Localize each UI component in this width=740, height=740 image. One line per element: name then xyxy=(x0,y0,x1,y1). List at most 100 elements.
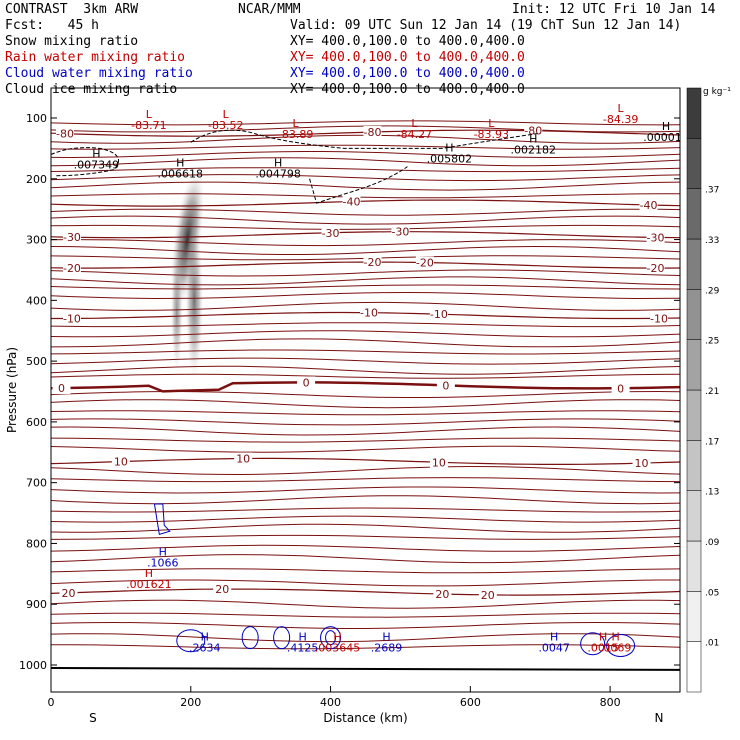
isotherm-label: 0 xyxy=(617,382,624,395)
extrema-value: .0047 xyxy=(538,642,570,655)
colorbar-bin xyxy=(686,238,702,290)
extrema-value: -83.71 xyxy=(131,119,166,132)
x-axis-title: Distance (km) xyxy=(323,711,407,725)
isotherm-line xyxy=(51,599,680,609)
extrema-marker: L xyxy=(146,108,153,121)
extrema-value: -84.39 xyxy=(603,113,638,126)
isotherm-label: 20 xyxy=(215,583,229,596)
colorbar-bin xyxy=(686,87,702,139)
extrema-value: .005802 xyxy=(427,152,473,165)
isotherm-label-bg xyxy=(321,226,340,239)
extrema-value: .2634 xyxy=(189,642,221,655)
isotherm-10 xyxy=(51,457,680,465)
isotherm-m30 xyxy=(51,231,680,239)
extrema-value: .002182 xyxy=(510,143,556,156)
extrema-marker: H xyxy=(145,567,153,580)
isotherm-line xyxy=(51,445,680,453)
colorbar-label: .25 xyxy=(705,337,719,347)
colorbar-bin xyxy=(686,188,702,240)
isotherm-label-bg xyxy=(646,231,665,244)
isotherm-label-bg xyxy=(429,308,448,321)
isotherm-label: 0 xyxy=(303,376,310,389)
isotherm-label-bg xyxy=(646,262,665,275)
isotherm-label: -10 xyxy=(650,312,668,325)
isotherm-line xyxy=(51,208,680,216)
isotherm-label-bg xyxy=(632,457,651,470)
extrema-value: .2689 xyxy=(371,642,403,655)
isotherm-line xyxy=(51,301,680,311)
isotherm-label-bg xyxy=(639,198,658,211)
y-tick-label: 1000 xyxy=(19,659,47,672)
x-tick-label: 400 xyxy=(320,696,341,709)
isotherm-label: 0 xyxy=(58,382,65,395)
isotherm-label-bg xyxy=(433,588,452,601)
isotherm-line xyxy=(51,486,680,494)
colorbar-label: .01 xyxy=(705,639,719,649)
field-name-cloud-water: Cloud water mixing ratio xyxy=(5,66,193,81)
colorbar-bin xyxy=(686,389,702,441)
cloud-ice-contours xyxy=(51,129,541,204)
isotherm-label-bg xyxy=(59,586,78,599)
field-xy-cloud-ice: XY= 400.0,100.0 to 400.0,400.0 xyxy=(290,82,525,97)
extrema-value: -83.52 xyxy=(208,119,243,132)
extrema-value: .007349 xyxy=(74,159,120,172)
field-name-snow: Snow mixing ratio xyxy=(5,34,139,49)
isotherm-line xyxy=(51,544,680,552)
init-time: Init: 12 UTC Fri 10 Jan 14 xyxy=(512,2,716,17)
isotherm-label: -30 xyxy=(391,226,409,239)
isotherm-line xyxy=(51,515,680,523)
isotherm-line xyxy=(51,322,680,328)
field-xy-snow: XY= 400.0,100.0 to 400.0,400.0 xyxy=(290,34,525,49)
cloud-water-contour xyxy=(241,626,259,650)
y-tick-label: 900 xyxy=(26,598,47,611)
isotherm-line xyxy=(51,174,680,182)
colorbar-bin xyxy=(686,289,702,340)
isotherm-label: 10 xyxy=(432,456,446,469)
isotherm-line xyxy=(51,239,680,247)
extrema-value: .004798 xyxy=(255,168,301,181)
isotherm-line xyxy=(51,534,680,540)
extrema-marker: H xyxy=(92,148,100,161)
direction-north: N xyxy=(655,711,664,725)
isotherm-label-bg xyxy=(363,126,382,139)
colorbar-label: .37 xyxy=(705,186,719,196)
plot-area: -80 -80 -80-40 -40-30 -30 -30 -30-20 -20 -20 -20-… xyxy=(51,102,680,671)
isotherm-label: 10 xyxy=(635,457,649,470)
x-tick-label: 800 xyxy=(600,696,621,709)
extrema-value: -83.93 xyxy=(474,128,509,141)
colorbar-bin xyxy=(686,641,702,693)
extrema-marker: H xyxy=(662,120,670,133)
isotherm-line xyxy=(51,365,680,375)
isotherm-line xyxy=(51,167,680,173)
isotherm-label-bg xyxy=(111,455,130,468)
isotherm-line xyxy=(51,554,680,564)
isotherm-label-bg xyxy=(359,306,378,319)
y-tick-label: 700 xyxy=(26,477,47,490)
isotherm-line xyxy=(51,426,680,436)
colorbar-bin xyxy=(686,490,702,542)
isotherm-label: 10 xyxy=(114,456,128,469)
isotherm-label-bg xyxy=(429,456,448,469)
extrema-labels: L-83.71L-83.52 L-83.89L-84.27L-83.93L-84.… xyxy=(74,102,680,655)
isotherm-line xyxy=(51,284,680,290)
extrema-marker: L xyxy=(488,117,495,130)
isotherm-line xyxy=(51,373,680,379)
isotherm-line xyxy=(51,338,680,348)
isotherm-line xyxy=(51,181,680,191)
isotherm-label: -20 xyxy=(364,256,382,269)
isotherm-label: -20 xyxy=(63,262,81,275)
isotherm-line xyxy=(51,495,680,505)
y-tick-label: 500 xyxy=(26,355,47,368)
cloud-water-contour xyxy=(580,632,606,656)
extrema-value: -84.27 xyxy=(397,128,432,141)
y-tick-label: 200 xyxy=(26,173,47,186)
colorbar-label: .09 xyxy=(705,538,720,548)
extrema-value: .0069 xyxy=(600,642,632,655)
extrema-value: .4125 xyxy=(287,642,319,655)
isotherm-label-bg xyxy=(478,588,497,601)
cloud-water-contours xyxy=(153,503,636,658)
isotherm-line xyxy=(51,399,680,409)
x-tick-label: 600 xyxy=(460,696,481,709)
